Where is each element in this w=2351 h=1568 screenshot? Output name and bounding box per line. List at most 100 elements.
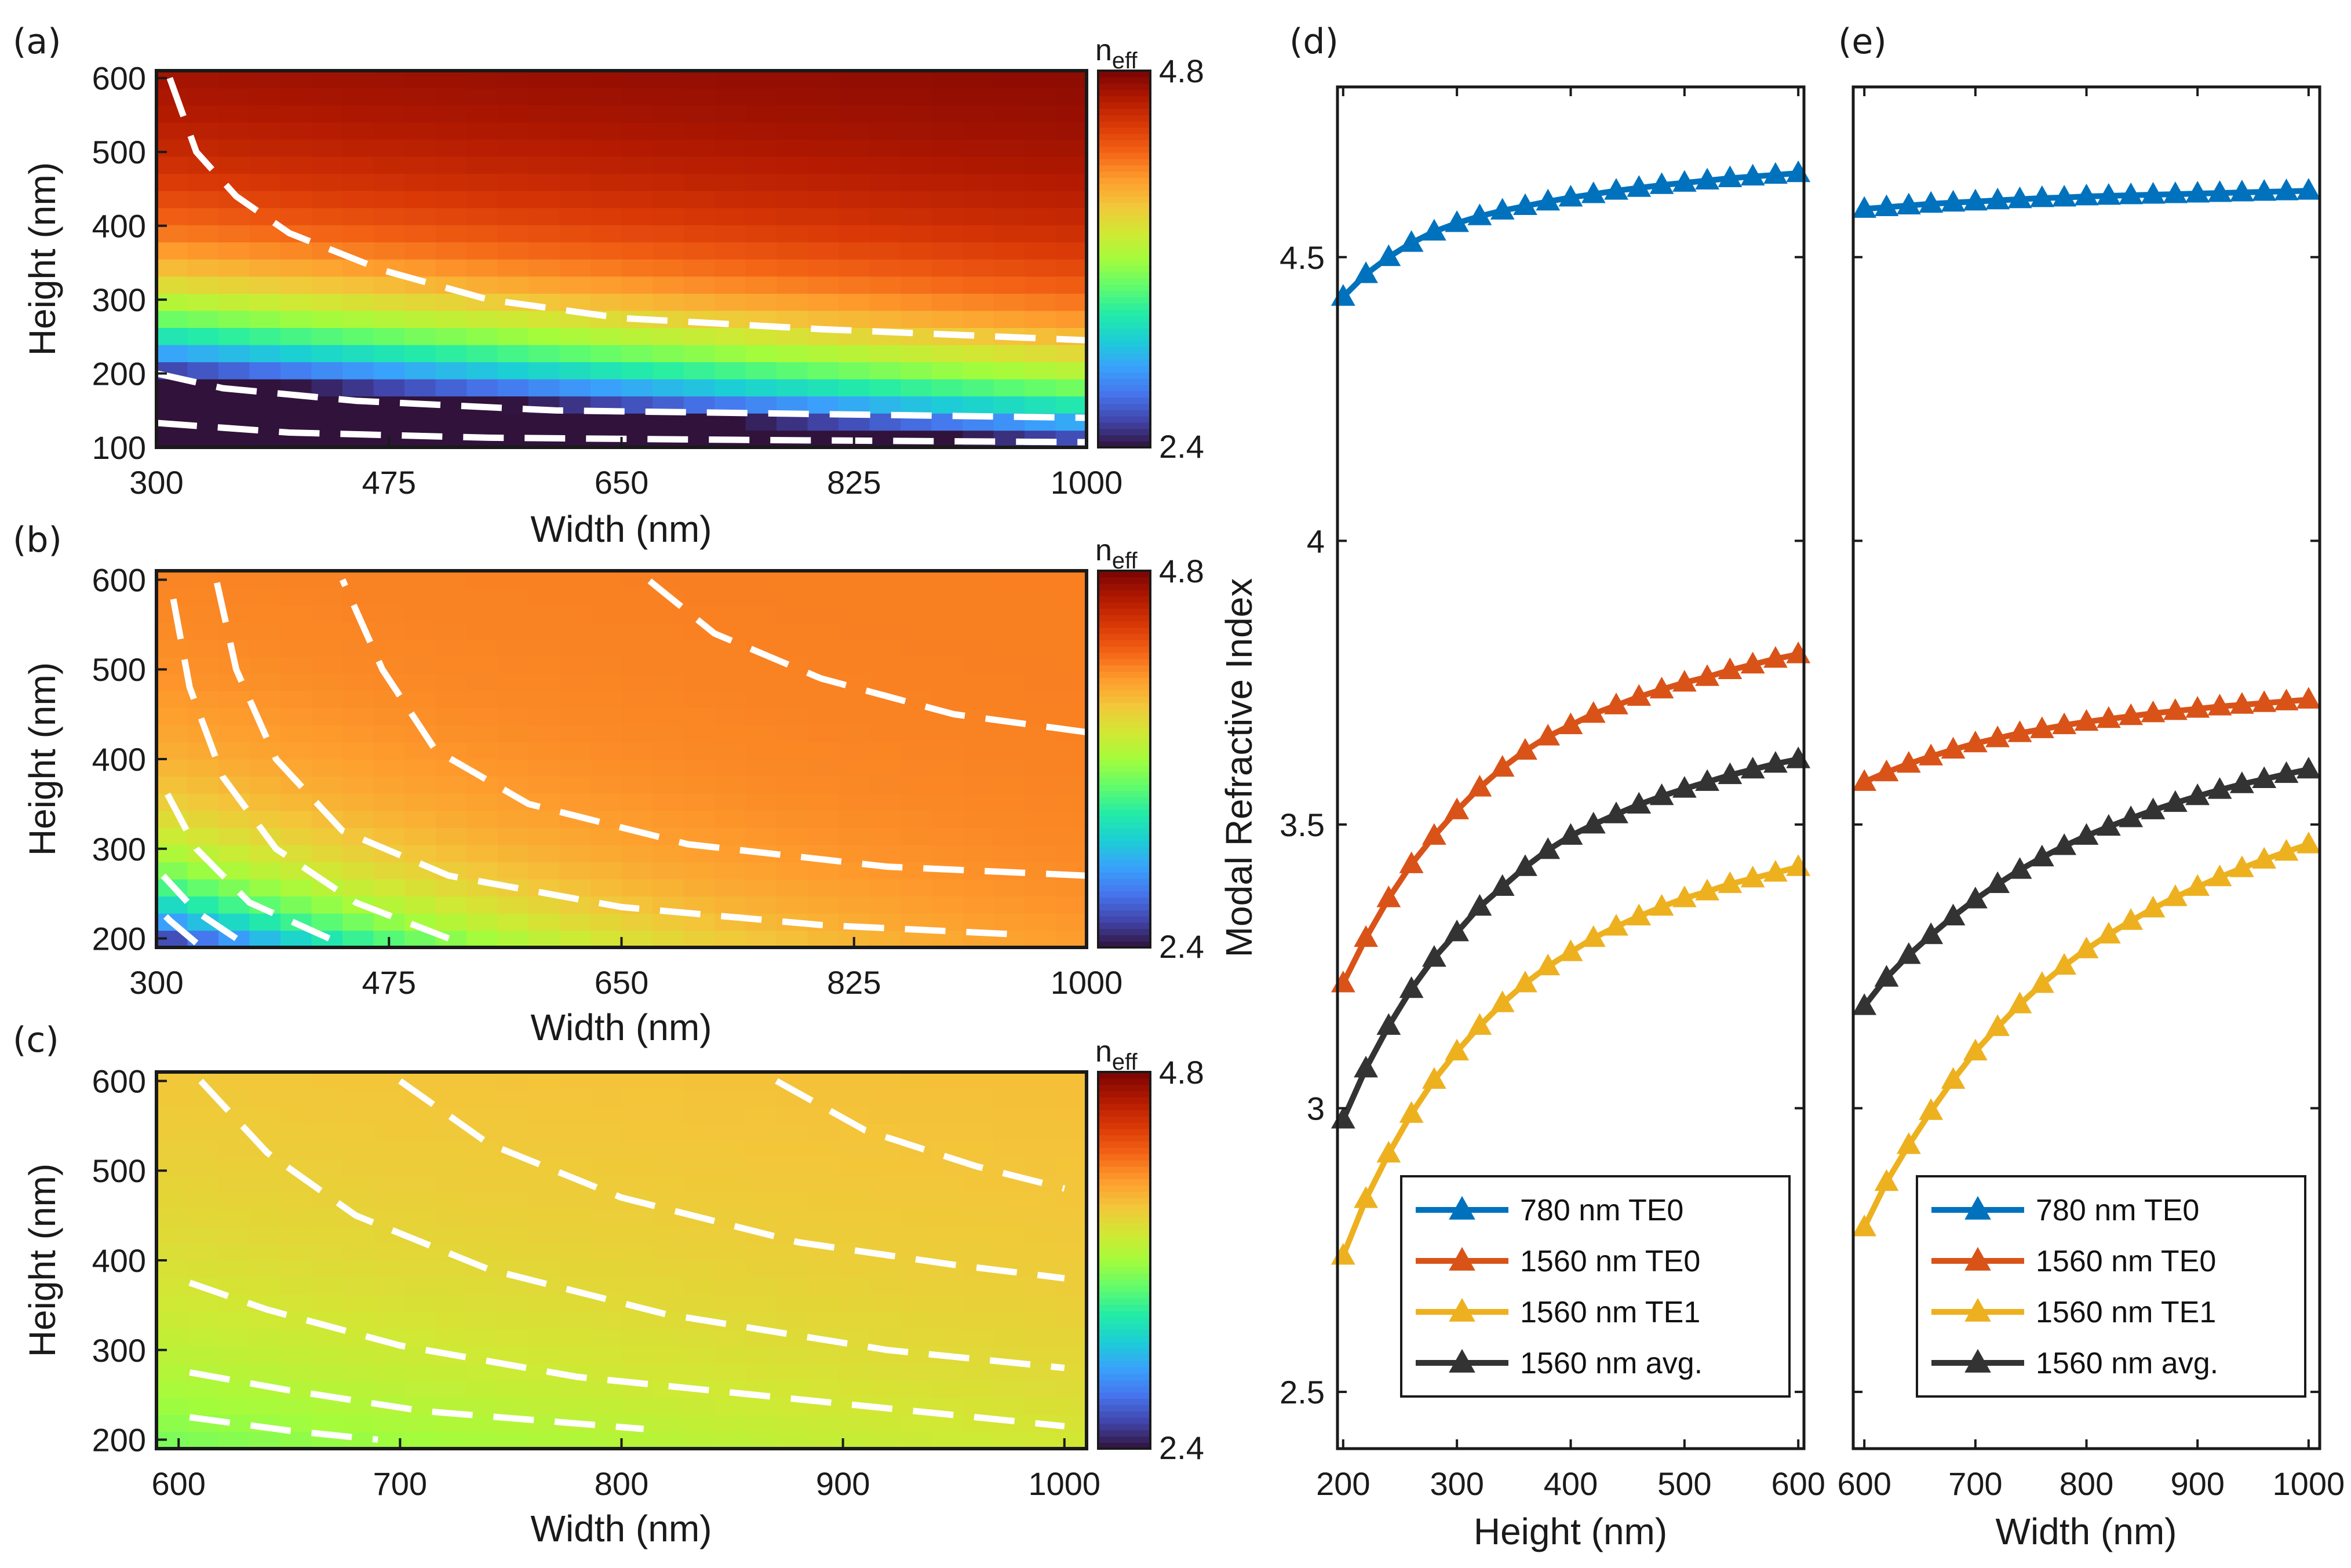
heatmap-cell	[745, 1123, 777, 1141]
data-point	[1649, 172, 1674, 194]
heatmap-cell	[621, 1431, 653, 1449]
heatmap-cell	[777, 105, 808, 123]
panel-label-b: (b)	[13, 520, 62, 560]
heatmap-cell	[373, 827, 405, 845]
heatmap-cell	[1025, 708, 1056, 725]
heatmap-cell	[342, 1226, 374, 1244]
heatmap-cell	[311, 1414, 343, 1432]
heatmap-cell	[993, 742, 1025, 760]
heatmap-cell	[1055, 1243, 1087, 1261]
heatmap-cell	[249, 913, 281, 931]
colorbar-segment	[1098, 297, 1150, 304]
heatmap-cell	[653, 1243, 684, 1261]
data-point	[1581, 701, 1606, 723]
heatmap-cell	[777, 571, 808, 589]
heatmap-cell	[342, 1260, 374, 1278]
heatmap-cell	[777, 1414, 808, 1432]
data-point	[2141, 182, 2166, 204]
heatmap-cell	[1025, 1209, 1056, 1227]
heatmap-cell	[993, 1209, 1025, 1227]
colorbar-segment	[1098, 259, 1150, 266]
heatmap-cell	[777, 588, 808, 606]
data-point	[2052, 712, 2077, 734]
heatmap-cell	[869, 396, 901, 414]
heatmap-cell	[745, 1397, 777, 1415]
heatmap-cell	[156, 327, 188, 345]
heatmap-cell	[901, 708, 932, 725]
heatmap-cell	[1055, 1311, 1087, 1329]
data-point	[1852, 196, 1877, 218]
heatmap-cell	[901, 122, 932, 140]
heatmap-cell	[311, 1106, 343, 1124]
heatmap-cell	[777, 708, 808, 725]
heatmap-cell	[869, 588, 901, 606]
heatmap-cell	[404, 1123, 436, 1141]
heatmap-cell	[839, 810, 870, 828]
heatmap-cell	[187, 190, 219, 209]
heatmap-cell	[435, 896, 467, 914]
colorbar-segment	[1098, 340, 1150, 348]
heatmap-cell	[1055, 588, 1087, 606]
colorbar-segment	[1098, 378, 1150, 385]
heatmap-cell	[839, 1294, 870, 1312]
data-point	[2229, 692, 2254, 714]
heatmap-cell	[683, 1414, 715, 1432]
heatmap-cell	[777, 1380, 808, 1398]
heatmap-cell	[1025, 259, 1056, 277]
heatmap-cell	[156, 1209, 188, 1227]
heatmap-cell	[683, 690, 715, 709]
heatmap-cell	[869, 673, 901, 691]
heatmap-cell	[466, 708, 498, 725]
heatmap-cell	[342, 276, 374, 294]
heatmap-cell	[591, 622, 622, 640]
y-tick-label: 500	[92, 651, 146, 688]
heatmap-cell	[901, 293, 932, 311]
colorbar-max-label: 4.8	[1159, 53, 1204, 89]
x-tick-label: 475	[362, 464, 416, 501]
heatmap-cell	[559, 724, 591, 743]
heatmap-cell	[528, 1311, 560, 1329]
heatmap-cell	[311, 207, 343, 225]
heatmap-cell	[311, 413, 343, 431]
heatmap-cell	[466, 224, 498, 243]
colorbar-segment	[1098, 1115, 1150, 1123]
heatmap-cell	[249, 1397, 281, 1415]
colorbar-segment	[1098, 734, 1150, 741]
heatmap-cell	[497, 190, 529, 209]
heatmap-cell	[528, 1123, 560, 1141]
heatmap-cell	[1025, 1329, 1056, 1347]
heatmap-cell	[435, 673, 467, 691]
heatmap-cell	[931, 242, 963, 260]
data-point	[1874, 1169, 1899, 1191]
heatmap-cell	[745, 1414, 777, 1432]
heatmap-cell	[497, 413, 529, 431]
heatmap-cell	[342, 378, 374, 397]
heatmap-cell	[218, 1431, 250, 1449]
heatmap-cell	[621, 139, 653, 157]
heatmap-cell	[621, 173, 653, 191]
heatmap-cell	[931, 1243, 963, 1261]
colorbar-segment	[1098, 1241, 1150, 1249]
heatmap-cell	[373, 878, 405, 897]
heatmap-cell	[156, 759, 188, 777]
heatmap-cell	[839, 1072, 870, 1090]
y-tick-label: 4.5	[1280, 239, 1325, 276]
heatmap-cell	[249, 87, 281, 105]
heatmap-cell	[497, 588, 529, 606]
heatmap-cell	[993, 673, 1025, 691]
heatmap-cell	[777, 1363, 808, 1381]
heatmap-cell	[280, 878, 312, 897]
heatmap-cell	[869, 122, 901, 140]
heatmap-cell	[528, 259, 560, 277]
heatmap-cell	[621, 742, 653, 760]
colorbar-segment	[1098, 727, 1150, 735]
heatmap-cell	[931, 1431, 963, 1449]
heatmap-cell	[683, 1294, 715, 1312]
heatmap-cell	[653, 173, 684, 191]
data-point	[1874, 759, 1899, 782]
legend-label: 1560 nm TE0	[2036, 1245, 2216, 1278]
heatmap-cell	[404, 810, 436, 828]
y-tick-label: 500	[92, 1153, 146, 1189]
heatmap-cell	[1055, 1191, 1087, 1210]
colorbar-segment	[1098, 108, 1150, 115]
